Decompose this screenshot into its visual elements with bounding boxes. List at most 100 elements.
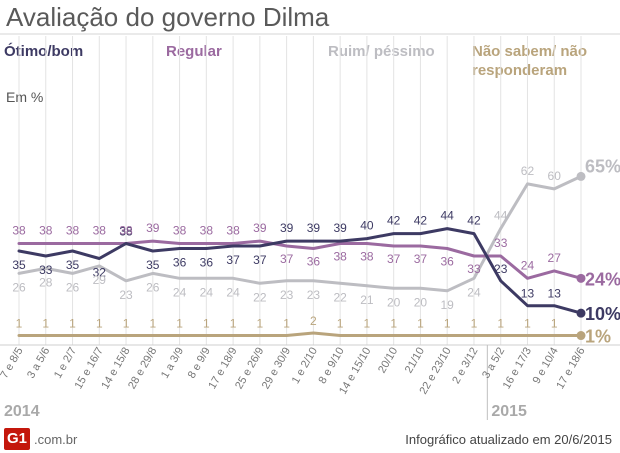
data-label-otimo: 13 — [548, 287, 562, 301]
final-value-label-nao_sabem: 1% — [585, 327, 611, 347]
data-label-ruim: 44 — [494, 209, 508, 223]
data-label-nao_sabem: 1 — [497, 317, 504, 331]
data-label-ruim: 20 — [387, 295, 401, 309]
year-label: 2014 — [4, 403, 40, 420]
data-label-ruim: 23 — [119, 288, 133, 302]
data-label-regular: 38 — [226, 224, 240, 238]
data-label-ruim: 19 — [441, 298, 455, 312]
data-label-otimo: 42 — [387, 214, 401, 228]
series-line-ruim — [17, 174, 583, 293]
data-label-otimo: 44 — [441, 209, 455, 223]
data-label-regular: 37 — [280, 252, 294, 266]
data-label-regular: 38 — [173, 224, 187, 238]
update-note: Infográfico atualizado em 20/6/2015 — [405, 432, 612, 447]
series-end-marker-regular — [576, 273, 586, 283]
data-label-nao_sabem: 1 — [203, 317, 210, 331]
data-label-regular: 33 — [494, 236, 508, 250]
data-label-otimo: 40 — [360, 219, 374, 233]
x-tick-label: 20/10 — [376, 346, 400, 376]
data-label-otimo: 38 — [119, 225, 133, 239]
data-label-ruim: 60 — [548, 169, 562, 183]
data-label-otimo: 42 — [414, 214, 428, 228]
data-label-regular: 38 — [39, 224, 53, 238]
data-label-otimo: 36 — [200, 256, 214, 270]
data-label-regular: 39 — [146, 221, 160, 235]
data-label-nao_sabem: 1 — [444, 317, 451, 331]
data-label-regular: 27 — [548, 251, 562, 265]
data-label-otimo: 42 — [467, 214, 481, 228]
x-tick-label: 3 a 5/6 — [25, 346, 52, 381]
data-label-regular: 24 — [521, 258, 535, 272]
data-label-regular: 37 — [387, 252, 401, 266]
data-label-ruim: 20 — [414, 295, 428, 309]
data-label-ruim: 22 — [253, 290, 267, 304]
data-label-nao_sabem: 1 — [257, 317, 264, 331]
data-label-nao_sabem: 1 — [390, 317, 397, 331]
x-tick-label: 1 e 2/7 — [52, 346, 79, 381]
data-label-regular: 38 — [119, 224, 133, 238]
data-label-otimo: 35 — [12, 258, 26, 272]
data-label-nao_sabem: 1 — [42, 317, 49, 331]
data-label-regular: 38 — [12, 224, 26, 238]
data-label-regular: 39 — [253, 221, 267, 235]
data-label-regular: 36 — [441, 255, 455, 269]
data-label-regular: 33 — [467, 262, 481, 276]
data-label-nao_sabem: 1 — [551, 317, 558, 331]
x-tick-label: 7 e 8/5 — [0, 346, 26, 381]
data-label-nao_sabem: 1 — [417, 317, 424, 331]
data-label-nao_sabem: 1 — [230, 317, 237, 331]
data-label-otimo: 37 — [226, 253, 240, 267]
g1-logo-icon: G1 — [4, 428, 30, 450]
data-label-nao_sabem: 1 — [337, 317, 344, 331]
data-label-ruim: 23 — [280, 288, 294, 302]
final-value-label-regular: 24% — [585, 269, 620, 289]
legend-otimo-bom: Ótimo/bom — [4, 43, 84, 60]
data-label-nao_sabem: 1 — [176, 317, 183, 331]
data-label-otimo: 33 — [39, 263, 53, 277]
x-tick-label: 1 a 3/9 — [159, 346, 186, 381]
data-label-nao_sabem: 1 — [364, 317, 371, 331]
x-tick-label: 2 e 3/12 — [450, 346, 480, 386]
series-end-marker-otimo — [576, 308, 586, 318]
data-label-regular: 38 — [333, 250, 347, 264]
series-end-marker-nao_sabem — [576, 331, 586, 341]
data-label-regular: 38 — [360, 250, 374, 264]
data-label-regular: 36 — [307, 255, 321, 269]
series-line-otimo — [17, 227, 583, 315]
chart-title: Avaliação do governo Dilma — [6, 2, 330, 32]
data-label-ruim: 24 — [200, 285, 214, 299]
data-label-nao_sabem: 1 — [69, 317, 76, 331]
data-label-ruim: 26 — [66, 280, 80, 294]
data-label-otimo: 37 — [253, 253, 267, 267]
data-label-ruim: 26 — [12, 280, 26, 294]
data-label-nao_sabem: 1 — [16, 317, 23, 331]
data-label-ruim: 62 — [521, 164, 535, 178]
data-label-otimo: 39 — [333, 221, 347, 235]
data-label-otimo: 35 — [66, 258, 80, 272]
data-label-nao_sabem: 2 — [310, 314, 317, 328]
data-label-otimo: 39 — [280, 221, 294, 235]
data-label-ruim: 24 — [173, 285, 187, 299]
data-label-nao_sabem: 1 — [283, 317, 290, 331]
data-label-ruim: 29 — [93, 273, 107, 287]
data-label-nao_sabem: 1 — [524, 317, 531, 331]
x-tick-label: 8 e 9/9 — [186, 346, 213, 381]
data-label-nao_sabem: 1 — [149, 317, 156, 331]
data-label-otimo: 39 — [307, 221, 321, 235]
data-label-otimo: 36 — [173, 256, 187, 270]
series-end-marker-ruim — [576, 171, 586, 181]
x-tick-label: 21/10 — [403, 346, 427, 376]
data-label-ruim: 26 — [146, 280, 160, 294]
final-value-label-otimo: 10% — [585, 304, 620, 324]
data-label-otimo: 32 — [93, 265, 107, 279]
data-label-regular: 37 — [414, 252, 428, 266]
data-label-nao_sabem: 1 — [96, 317, 103, 331]
data-label-otimo: 23 — [494, 262, 508, 276]
legend-ruim-pessimo: Ruim/ péssimo — [328, 43, 435, 60]
data-label-regular: 38 — [66, 224, 80, 238]
series-line-nao_sabem — [17, 331, 583, 337]
data-label-ruim: 24 — [467, 285, 481, 299]
site-domain: .com.br — [34, 432, 78, 447]
